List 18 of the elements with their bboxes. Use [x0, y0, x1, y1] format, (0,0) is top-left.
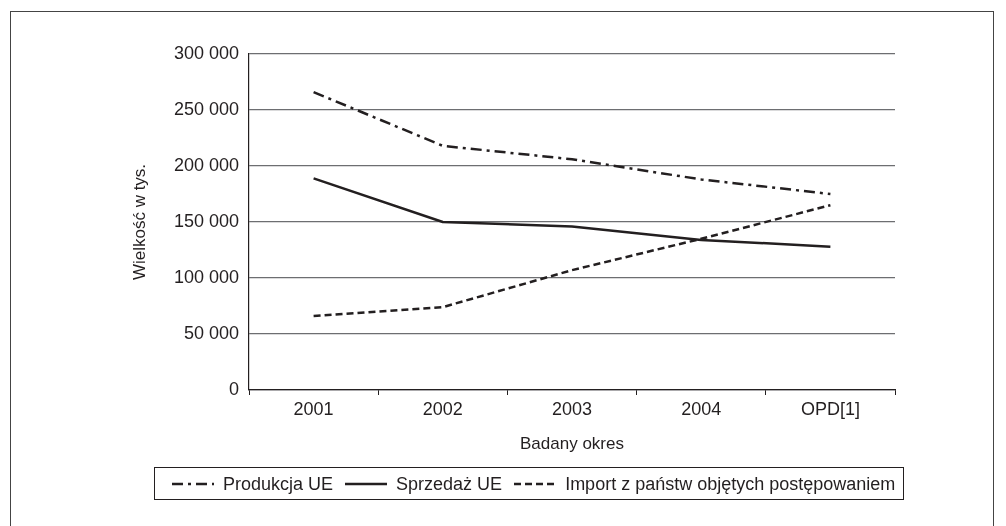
y-axis-title: Wielkość w tys. [129, 163, 149, 281]
y-tick-label: 0 [228, 378, 239, 399]
y-tick-label: 150 000 [173, 210, 239, 231]
legend-label: Produkcja UE [223, 473, 334, 494]
x-tick-label: 2004 [681, 398, 722, 419]
y-tick-label: 50 000 [183, 322, 239, 343]
x-tick-label: 2003 [551, 398, 593, 419]
legend-label: Sprzedaż UE [396, 473, 503, 494]
line-series [312, 90, 832, 196]
x-tick-label: OPD[1] [800, 398, 860, 419]
y-tick-label: 300 000 [173, 42, 239, 63]
x-tick-label: 2001 [293, 398, 334, 419]
x-axis-title: Badany okres [520, 434, 624, 454]
x-tick-label: 2002 [422, 398, 463, 419]
legend-label: Import z państw objętych postępowaniem [565, 473, 896, 494]
y-tick-label: 250 000 [173, 98, 239, 119]
y-tick-label: 200 000 [173, 154, 239, 175]
y-tick-label: 100 000 [173, 266, 239, 287]
